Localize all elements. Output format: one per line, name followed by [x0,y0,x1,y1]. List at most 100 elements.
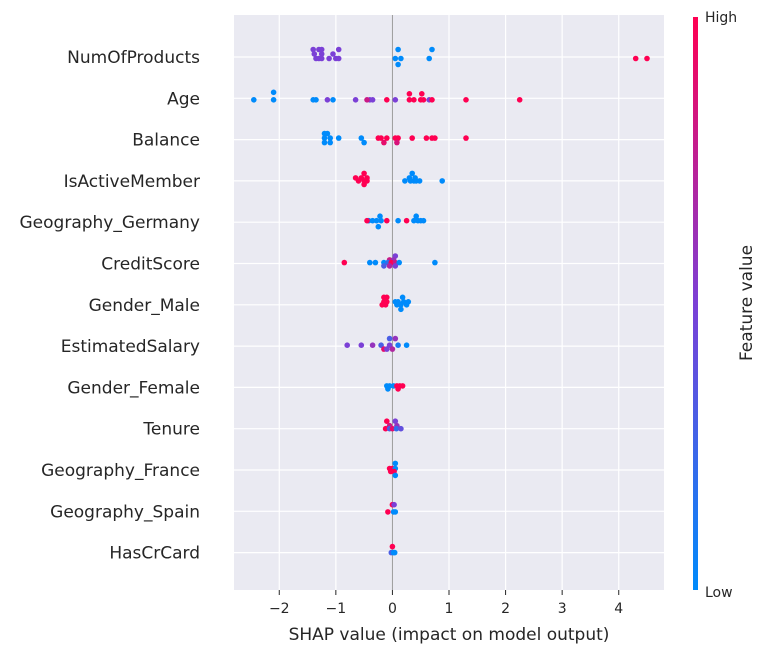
shap-point [335,135,342,141]
feature-label: CreditScore [101,255,200,275]
shap-point [632,55,639,62]
shap-point [392,263,399,269]
shap-point [361,139,367,146]
shap-point [384,294,390,301]
x-tick-label: 1 [445,601,454,617]
shap-point [327,135,334,141]
shap-point [420,97,427,103]
shap-point [364,97,370,103]
shap-point [392,55,399,62]
feature-label: NumOfProducts [67,48,200,68]
shap-point [392,509,399,515]
shap-point [384,97,390,103]
shap-point [375,223,382,230]
shap-point [423,135,430,141]
shap-point [406,97,413,103]
shap-point [386,263,393,269]
feature-points-HasCrCard [388,543,398,556]
shap-point [394,139,400,146]
shap-point [395,386,401,392]
shap-point [391,549,398,556]
shap-point [392,460,399,467]
shap-point [420,217,427,224]
shap-point [403,217,410,224]
shap-point [324,97,331,103]
shap-point [399,383,406,389]
shap-point [381,139,387,146]
points [251,46,650,556]
shap-point [426,55,433,62]
feature-points-NumOfProducts [310,46,650,68]
shap-point [381,263,387,269]
shap-point [382,425,389,432]
shap-point [395,61,401,68]
shap-point [389,543,396,550]
shap-point [318,55,325,62]
shap-point [392,335,399,342]
shap-point [324,130,331,137]
shap-point [398,425,404,432]
shap-point [398,302,404,308]
shap-point [378,217,384,224]
shap-point [439,178,446,184]
feature-label: Geography_Germany [20,213,201,233]
shap-point [378,135,384,141]
shap-point [373,217,380,224]
feature-points-IsActiveMember [352,170,446,188]
shap-point [321,139,328,146]
shap-point [369,97,376,103]
shap-point [394,302,400,308]
shap-point [389,346,396,352]
shap-point [384,135,390,141]
feature-points-Geography_Spain [385,501,399,515]
feature-points-Gender_Male [379,294,412,313]
shap-point [364,217,370,224]
shap-point [311,51,318,57]
feature-label: HasCrCard [109,544,200,564]
feature-labels: NumOfProducts Age Balance IsActiveMember Geo… [20,48,201,564]
shap-point [398,306,404,313]
feature-points-Tenure [382,418,404,432]
shap-point [409,170,416,177]
x-tick-label: −2 [269,601,290,617]
shap-point [369,217,376,224]
shap-point [406,91,413,97]
feature-points-Geography_France [386,460,399,479]
feature-points-CreditScore [341,253,438,269]
shap-point [318,46,325,53]
shap-point [393,425,400,432]
shap-point [413,213,420,219]
x-tick-label: −1 [326,601,347,617]
shap-point [352,97,359,103]
x-ticks: −2 −1 0 1 2 3 4 [269,590,623,617]
feature-points-Age [251,89,523,103]
feature-label: Gender_Female [67,378,200,398]
colorbar [693,17,698,590]
x-tick-label: 3 [558,601,567,617]
shap-point [385,386,391,392]
shap-point [313,97,319,103]
shap-point [389,425,396,432]
shap-point [416,178,423,184]
shap-point [355,178,362,184]
feature-points-Balance [321,130,469,146]
shap-point [326,55,332,62]
shap-point [429,46,435,53]
shap-point [270,89,277,96]
shap-point [409,135,416,141]
feature-points-Gender_Female [384,383,406,392]
feature-label: Geography_Spain [50,502,200,522]
shap-point [385,509,391,515]
shap-point [411,217,417,224]
shap-point [403,302,410,308]
colorbar-high-label: High [705,10,737,26]
shap-point [372,259,379,266]
x-axis-label: SHAP value (impact on model output) [289,625,610,645]
x-tick-label: 0 [388,601,397,617]
shap-point [367,259,373,266]
shap-point [403,342,410,349]
shap-point [432,135,438,141]
x-tick-label: 4 [614,601,623,617]
shap-point [330,51,336,57]
